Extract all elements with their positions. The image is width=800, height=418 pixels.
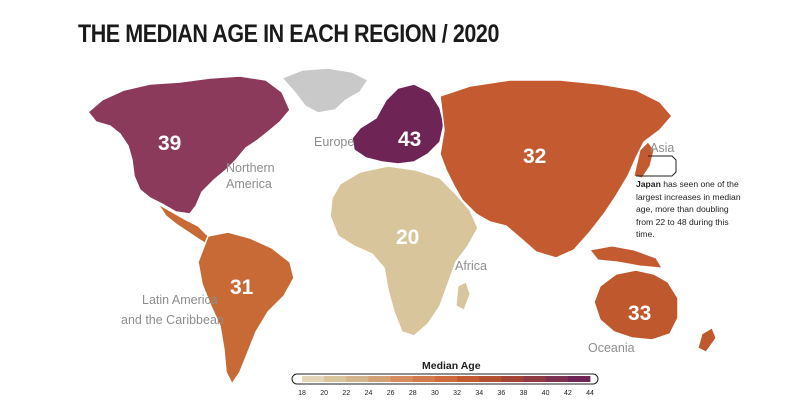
- value-europe: 43: [398, 128, 421, 151]
- value-northern-america: 39: [158, 132, 181, 155]
- region-new-zealand: [697, 327, 717, 353]
- legend-tick-label: 44: [586, 390, 594, 397]
- legend-tick-label: 34: [475, 390, 483, 397]
- japan-note: Japan has seen one of the largest increa…: [636, 178, 748, 241]
- label-africa: Africa: [455, 259, 487, 273]
- region-latin-america: [197, 231, 295, 386]
- chart-title: THE MEDIAN AGE IN EACH REGION / 2020: [78, 20, 499, 48]
- legend-swatch: [457, 376, 480, 382]
- region-greenland: [280, 67, 370, 114]
- japan-callout-line: [636, 155, 677, 177]
- region-northern-america: [86, 75, 291, 215]
- legend-swatch: [390, 376, 414, 382]
- legend-swatches: [302, 376, 591, 382]
- legend-tick-label: 18: [298, 390, 306, 397]
- legend-tick-label: 38: [520, 390, 528, 397]
- region-madagascar: [455, 281, 471, 311]
- value-asia: 32: [523, 145, 546, 168]
- legend-tick-label: 26: [387, 390, 395, 397]
- legend-swatch: [346, 376, 369, 382]
- legend-tick-label: 42: [564, 390, 572, 397]
- legend-swatch: [523, 376, 547, 382]
- region-africa: [329, 165, 479, 337]
- legend-swatch: [324, 376, 347, 382]
- legend-swatch: [479, 376, 502, 382]
- label-latam-line2: and the Caribbean: [121, 313, 224, 327]
- legend-ticks: 18 20 22 24 26 28 30 32 34 36 38 40 42 44: [298, 390, 594, 397]
- legend-tick-label: 40: [542, 390, 550, 397]
- legend-tick-label: 20: [320, 390, 328, 397]
- legend-tick-label: 22: [342, 390, 350, 397]
- legend-tick-label: 32: [453, 390, 461, 397]
- label-oceania: Oceania: [588, 341, 635, 355]
- legend-tick-label: 30: [431, 390, 439, 397]
- legend-tick-label: 28: [409, 390, 417, 397]
- label-europe: Europe: [314, 135, 354, 149]
- legend-swatch: [434, 376, 458, 382]
- region-europe: [351, 83, 445, 165]
- region-se-asia-islands: [589, 245, 663, 269]
- legend-tick-label: 36: [497, 390, 505, 397]
- label-asia: Asia: [650, 141, 674, 155]
- legend-swatch: [501, 376, 524, 382]
- label-latam-line1: Latin America: [142, 293, 218, 307]
- japan-note-bold: Japan: [636, 179, 661, 189]
- label-northern-america-line1: Northern: [226, 161, 275, 175]
- value-oceania: 33: [628, 302, 651, 325]
- region-asia: [439, 79, 673, 259]
- legend-swatch: [567, 376, 591, 382]
- japan-note-text: has seen one of the largest increases in…: [636, 179, 741, 240]
- legend-tick-label: 24: [365, 390, 373, 397]
- legend-swatch: [368, 376, 392, 382]
- legend-swatch: [302, 376, 325, 382]
- legend-swatch: [412, 376, 436, 382]
- legend-swatch: [545, 376, 569, 382]
- label-northern-america-line2: America: [226, 177, 272, 191]
- region-japan: [633, 141, 655, 179]
- region-oceania: [593, 269, 679, 341]
- legend-title: Median Age: [422, 360, 481, 372]
- value-latin-america: 31: [230, 276, 254, 299]
- value-africa: 20: [396, 226, 419, 249]
